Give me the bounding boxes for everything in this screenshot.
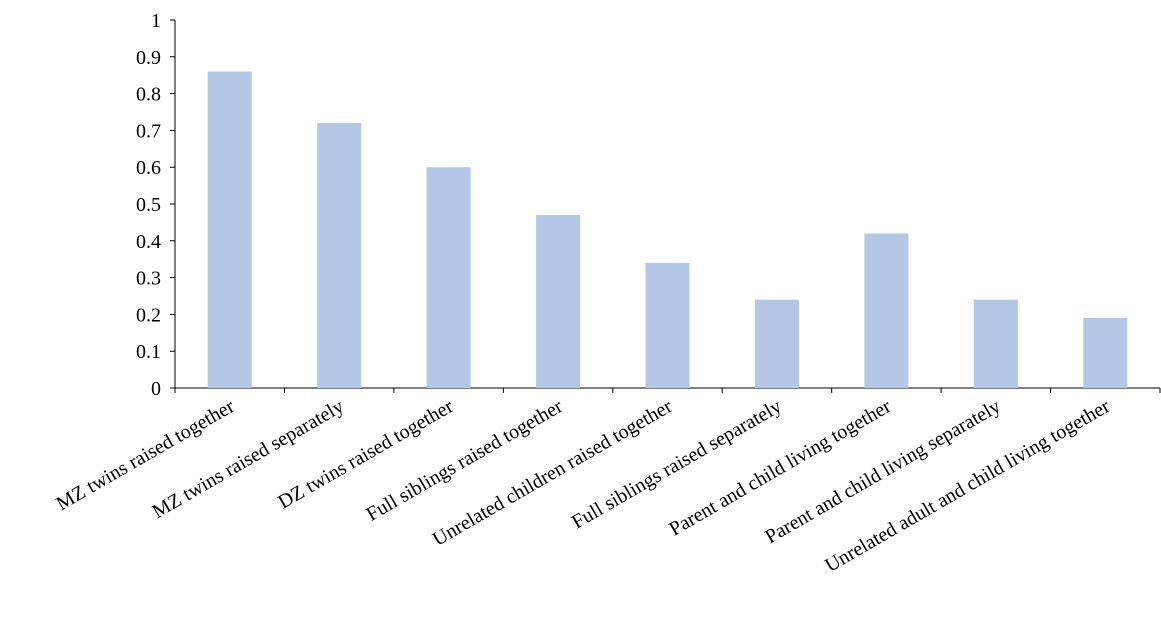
category-label: DZ twins raised together xyxy=(274,395,457,513)
y-tick-label: 1 xyxy=(151,10,161,32)
y-tick-label: 0.2 xyxy=(136,304,161,326)
bar xyxy=(754,299,799,388)
category-label: MZ twins raised together xyxy=(53,395,239,515)
y-tick-label: 0.5 xyxy=(136,194,161,216)
bar xyxy=(645,262,690,388)
y-tick-label: 0.4 xyxy=(136,231,161,253)
y-tick-label: 0 xyxy=(151,378,161,400)
category-label: MZ twins raised separately xyxy=(149,395,348,523)
bar xyxy=(864,233,909,388)
bar xyxy=(207,71,252,389)
bar xyxy=(1083,318,1128,388)
y-tick-label: 0.7 xyxy=(136,120,161,142)
y-tick-label: 0.1 xyxy=(136,341,161,363)
y-tick-label: 0.8 xyxy=(136,84,161,106)
y-tick-label: 0.6 xyxy=(136,157,161,179)
bar xyxy=(426,167,471,388)
bars xyxy=(207,71,1128,389)
y-tick-label: 0.9 xyxy=(136,47,161,69)
category-label: Full siblings raised separately xyxy=(568,395,785,533)
bar xyxy=(973,299,1018,388)
y-axis: 0 0.1 0.2 0.3 0.4 0.5 0.6 0.7 0.8 0.9 1 xyxy=(136,10,176,400)
x-axis xyxy=(174,387,1161,393)
y-tick-label: 0.3 xyxy=(136,268,161,290)
category-label: Full siblings raised together xyxy=(363,395,567,526)
bar xyxy=(536,215,581,388)
bar xyxy=(317,123,362,388)
